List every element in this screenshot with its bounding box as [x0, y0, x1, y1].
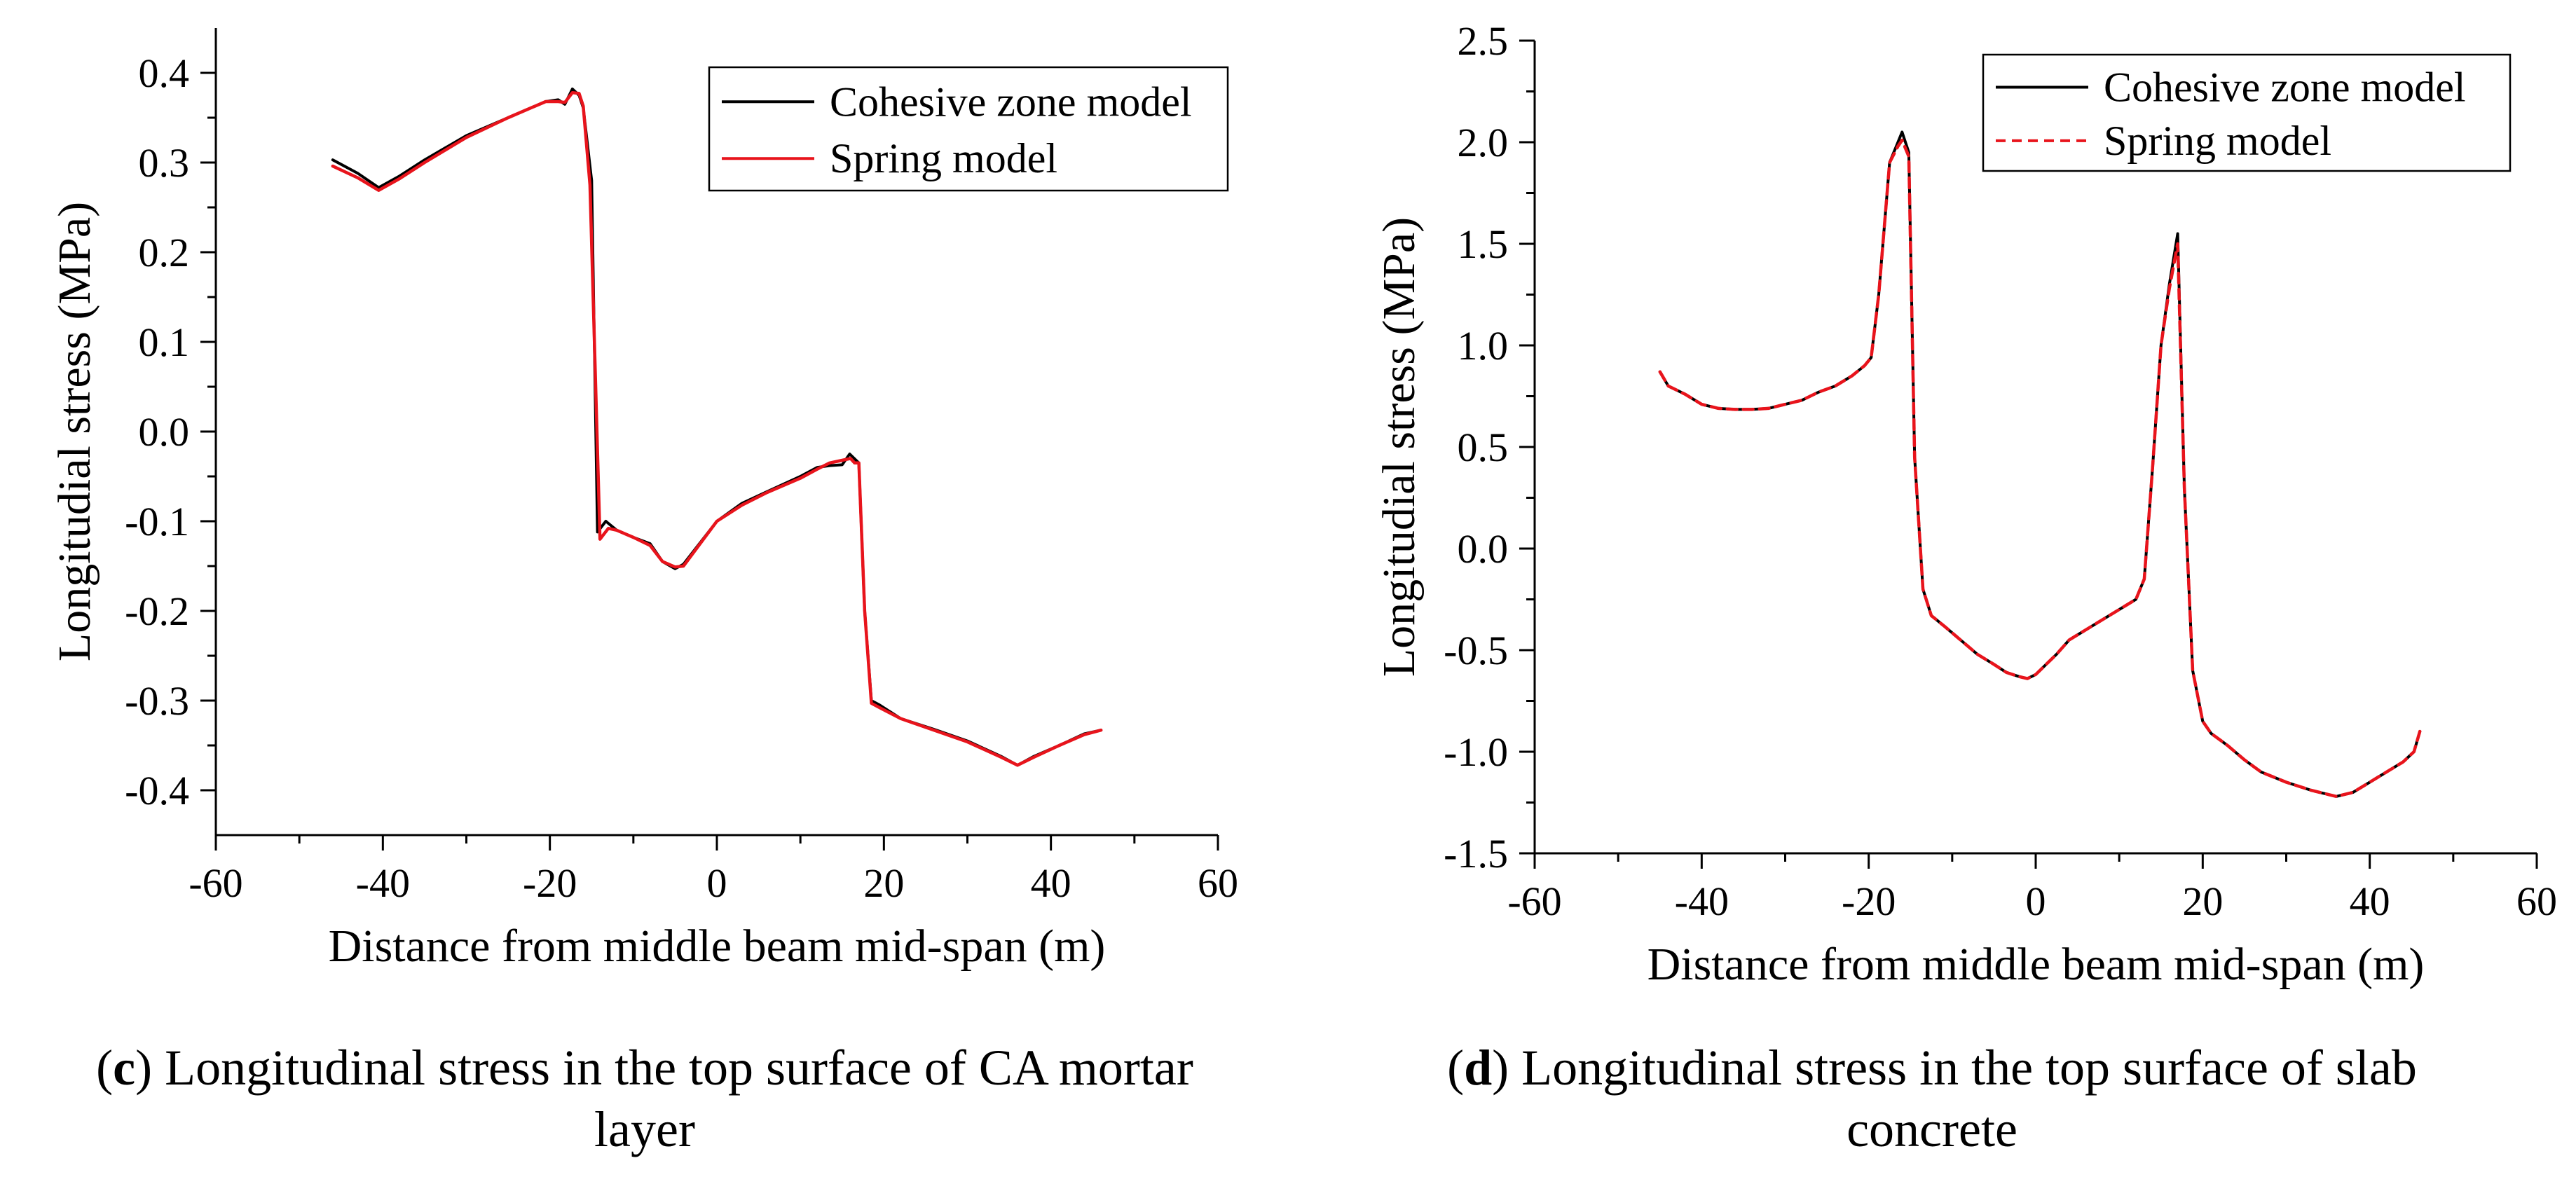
x-tick-label: -40 — [1675, 879, 1729, 924]
y-tick-label: 0.3 — [139, 140, 190, 186]
caption-d: (d) Longitudinal stress in the top surfa… — [1447, 1040, 2417, 1157]
chart-d-slab-concrete: -60 -40 -20 0 20 40 60 -1.5 -1.0 -0.5 0.0 0.5 1.0 1.5… — [1373, 18, 2557, 990]
y-tick-label: 2.5 — [1458, 18, 1509, 64]
x-axis-label: Distance from middle beam mid-span (m) — [329, 921, 1106, 972]
y-tick-label: 0.4 — [139, 50, 190, 96]
y-tick-label: -0.3 — [125, 678, 189, 724]
y-tick-label: 0.0 — [139, 409, 190, 455]
caption-c: (c) Longitudinal stress in the top surfa… — [96, 1040, 1193, 1157]
x-tick-label: -40 — [356, 860, 410, 906]
legend-label: Cohesive zone model — [830, 78, 1192, 125]
legend-box — [1982, 53, 2512, 172]
y-axis-label: Longitudial stress (MPa) — [49, 202, 100, 661]
legend-label: Cohesive zone model — [2104, 64, 2466, 110]
y-tick-label: -1.5 — [1444, 831, 1508, 876]
y-tick-label: -0.5 — [1444, 628, 1508, 673]
y-tick-label: -1.0 — [1444, 729, 1508, 775]
caption-d-letter: d — [1464, 1040, 1493, 1096]
y-tick-label: -0.1 — [125, 499, 189, 544]
caption-d-line2: concrete — [1847, 1101, 2017, 1157]
y-tick-label: 1.5 — [1458, 221, 1509, 267]
x-tick-label: 20 — [863, 860, 904, 906]
caption-c-letter: c — [113, 1040, 136, 1096]
caption-d-line1: Longitudinal stress in the top surface o… — [1509, 1040, 2417, 1096]
y-tick-label: 0.0 — [1458, 526, 1509, 572]
caption-c-line1: Longitudinal stress in the top surface o… — [152, 1040, 1193, 1096]
x-axis-label: Distance from middle beam mid-span (m) — [1647, 939, 2425, 990]
caption-c-line2: layer — [594, 1101, 695, 1157]
chart-c-ca-mortar: -60 -40 -20 0 20 40 60 -0.4 -0.3 -0.2 -0.1 0.0 0.1 0.… — [49, 28, 1238, 972]
y-tick-label: 1.0 — [1458, 323, 1509, 369]
y-tick-label: 2.0 — [1458, 120, 1509, 165]
x-tick-label: 0 — [707, 860, 727, 906]
x-tick-label: -20 — [1842, 879, 1896, 924]
x-tick-label: -60 — [189, 860, 242, 906]
legend-label: Spring model — [2104, 118, 2331, 164]
y-tick-label: 0.2 — [139, 230, 190, 275]
x-tick-label: 60 — [1198, 860, 1238, 906]
x-tick-label: 40 — [2350, 879, 2390, 924]
series-line-spring-model — [331, 90, 1103, 767]
series-line-spring-model — [1658, 138, 2422, 799]
y-tick-label: -0.4 — [125, 768, 189, 813]
x-tick-label: -20 — [523, 860, 577, 906]
x-tick-label: -60 — [1507, 879, 1561, 924]
legend-box — [708, 66, 1229, 192]
y-tick-label: 0.5 — [1458, 425, 1509, 470]
y-tick-label: 0.1 — [139, 319, 190, 365]
y-tick-label: -0.2 — [125, 588, 189, 634]
x-tick-label: 60 — [2516, 879, 2557, 924]
series-line-cohesive-zone-model — [1658, 130, 2422, 798]
x-tick-label: 40 — [1031, 860, 1071, 906]
y-axis-label: Longitudial stress (MPa) — [1373, 217, 1425, 677]
x-tick-label: 20 — [2182, 879, 2223, 924]
x-tick-label: 0 — [2026, 879, 2046, 924]
legend-label: Spring model — [830, 135, 1057, 181]
